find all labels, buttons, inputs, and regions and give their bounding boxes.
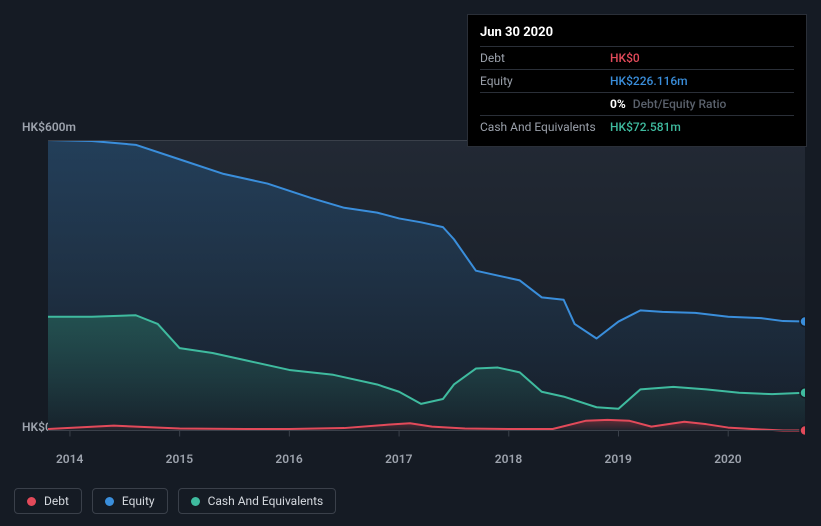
tooltip-value: 0% Debt/Equity Ratio [610, 97, 794, 111]
legend-label: Debt [44, 494, 69, 508]
legend-swatch [191, 497, 200, 506]
chart-legend: Debt Equity Cash And Equivalents [14, 488, 336, 514]
tooltip-value: HK$72.581m [610, 120, 794, 134]
legend-label: Equity [122, 494, 155, 508]
tooltip-ratio-label: Debt/Equity Ratio [633, 97, 727, 111]
legend-item[interactable]: Cash And Equivalents [178, 488, 337, 514]
tooltip-label: Equity [480, 74, 610, 88]
tooltip-row-equity: Equity HK$226.116m [480, 69, 794, 92]
x-axis-label: 2018 [495, 452, 522, 466]
tooltip-value: HK$0 [610, 51, 794, 65]
tooltip-label [480, 97, 610, 111]
tooltip-label: Debt [480, 51, 610, 65]
legend-swatch [105, 497, 114, 506]
financial-area-chart: Jun 30 2020 Debt HK$0 Equity HK$226.116m… [0, 0, 821, 526]
y-axis-top-label: HK$600m [22, 120, 76, 134]
tooltip-value: HK$226.116m [610, 74, 794, 88]
legend-label: Cash And Equivalents [208, 494, 324, 508]
tooltip-row-debt: Debt HK$0 [480, 46, 794, 69]
legend-swatch [27, 497, 36, 506]
legend-item[interactable]: Debt [14, 488, 82, 514]
tooltip-ratio-pct: 0% [610, 97, 626, 111]
x-axis-label: 2019 [604, 452, 631, 466]
tooltip-row-cash: Cash And Equivalents HK$72.581m [480, 115, 794, 138]
x-axis-label: 2017 [385, 452, 412, 466]
tooltip-label: Cash And Equivalents [480, 120, 610, 134]
tooltip-row-ratio: 0% Debt/Equity Ratio [480, 92, 794, 115]
x-axis-label: 2014 [56, 452, 83, 466]
chart-tooltip: Jun 30 2020 Debt HK$0 Equity HK$226.116m… [467, 14, 807, 147]
x-axis-label: 2015 [166, 452, 193, 466]
legend-item[interactable]: Equity [92, 488, 168, 514]
chart-plot-area[interactable] [48, 140, 805, 445]
tooltip-date: Jun 30 2020 [480, 25, 794, 40]
x-axis-label: 2016 [275, 452, 302, 466]
x-axis-labels: 2014 2015 2016 2017 2018 2019 2020 [0, 452, 821, 472]
x-axis-label: 2020 [714, 452, 741, 466]
